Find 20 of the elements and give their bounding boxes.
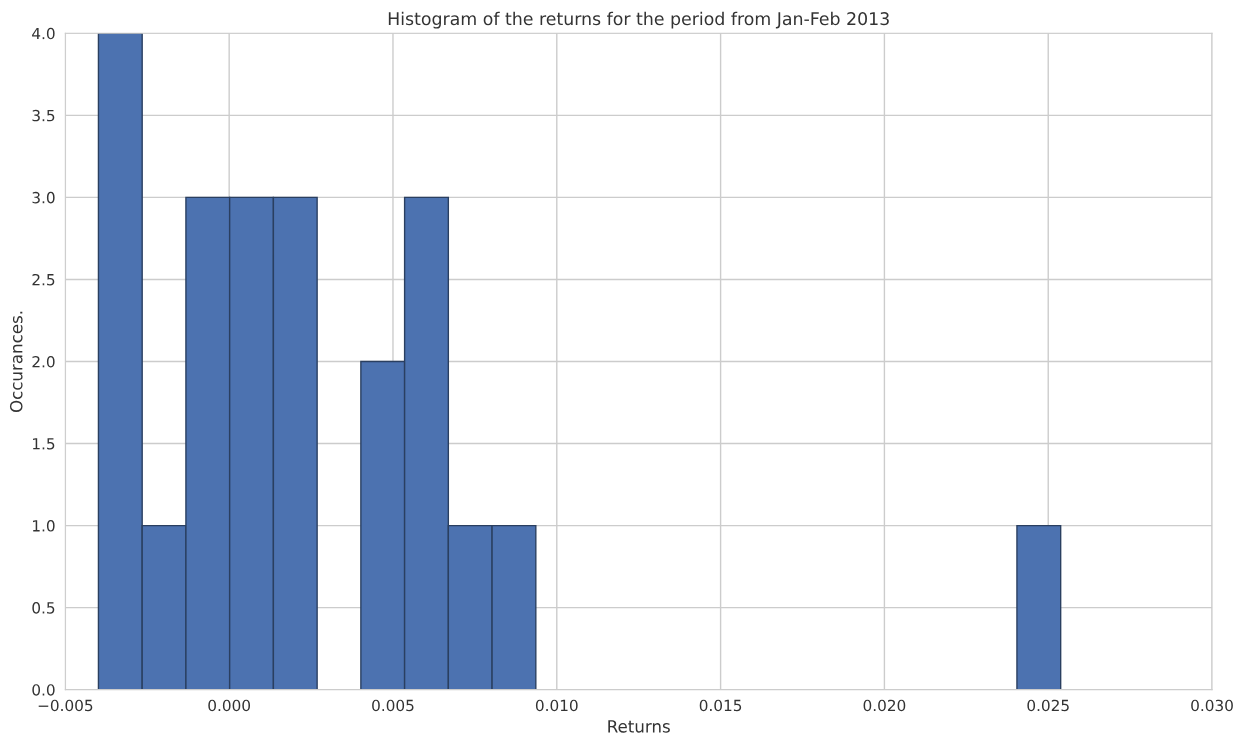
y-tick-label: 4.0 <box>32 27 55 40</box>
y-tick-label: 2.0 <box>32 355 55 368</box>
x-tick-label: 0.025 <box>1027 699 1069 712</box>
x-tick-label: 0.005 <box>372 699 414 712</box>
y-tick-label: 3.5 <box>32 109 55 122</box>
x-tick-label: 0.015 <box>699 699 742 712</box>
y-tick-label: 0.0 <box>32 684 55 696</box>
y-tick-label: 3.0 <box>32 191 55 204</box>
x-tick-label: 0.030 <box>1191 699 1233 712</box>
x-tick-label: 0.010 <box>535 699 578 712</box>
y-axis-title: Occurances. <box>9 311 23 413</box>
chart-title: Histogram of the returns for the period from Jan-Feb 2013 <box>388 11 889 29</box>
y-tick-label: 1.5 <box>33 438 55 450</box>
x-tick-label: −0.005 <box>38 699 93 712</box>
y-tick-label: 1.0 <box>33 520 55 532</box>
x-tick-label: 0.000 <box>208 699 251 712</box>
x-axis-title: Returns <box>608 720 670 733</box>
y-tick-label: 2.5 <box>32 273 55 286</box>
x-tick-label: 0.020 <box>863 699 906 712</box>
y-tick-label: 0.5 <box>32 602 55 614</box>
